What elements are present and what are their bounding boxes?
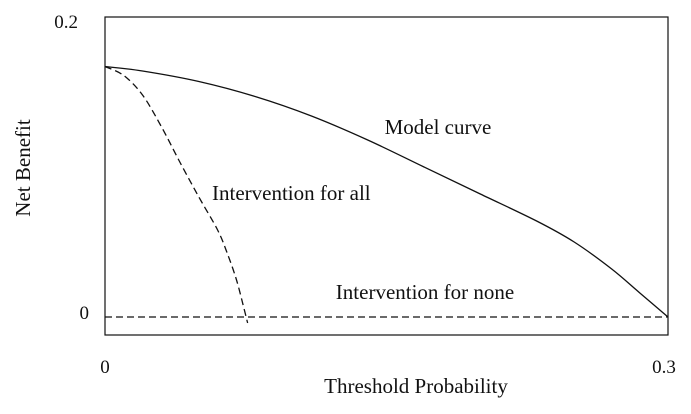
x-tick-label: 0 xyxy=(100,357,110,378)
series-layer xyxy=(104,65,669,324)
annotation-intervention-for-all: Intervention for all xyxy=(212,181,371,205)
plot-frame xyxy=(104,16,669,336)
annotation-model-curve: Model curve xyxy=(385,115,492,139)
y-axis-label: Net Benefit xyxy=(11,119,35,217)
tick-label-layer: 0 0.3 0 0.2 xyxy=(54,12,676,378)
series-line-model-curve xyxy=(104,65,669,318)
annotation-intervention-for-none: Intervention for none xyxy=(336,280,514,304)
y-tick-label: 0.2 xyxy=(54,12,78,33)
series-line-intervention-for-all xyxy=(104,65,249,324)
annotation-layer: Model curve Intervention for all Intervent… xyxy=(212,115,514,304)
x-tick-label: 0.3 xyxy=(652,357,676,378)
y-tick-label: 0 xyxy=(80,303,90,324)
x-axis-label: Threshold Probability xyxy=(324,374,508,398)
